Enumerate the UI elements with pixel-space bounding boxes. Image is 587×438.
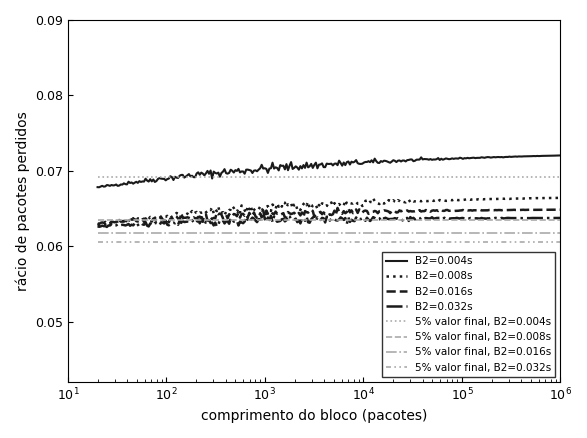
B2=0.032s	[373, 217, 380, 222]
B2=0.004s	[96, 185, 103, 190]
B2=0.032s	[380, 216, 387, 221]
B2=0.004s	[557, 153, 564, 158]
B2=0.032s	[285, 213, 292, 218]
B2=0.008s	[484, 196, 491, 201]
B2=0.032s	[96, 224, 103, 230]
B2=0.004s	[379, 159, 386, 164]
B2=0.004s	[94, 184, 101, 190]
B2=0.008s	[377, 199, 384, 205]
B2=0.004s	[97, 184, 104, 189]
B2=0.016s	[97, 220, 104, 226]
B2=0.008s	[370, 196, 377, 201]
B2=0.004s	[515, 154, 522, 159]
B2=0.008s	[557, 195, 564, 201]
B2=0.016s	[334, 205, 341, 211]
B2=0.008s	[94, 223, 101, 228]
Legend: B2=0.004s, B2=0.008s, B2=0.016s, B2=0.032s, 5% valor final, B2=0.004s, 5% valor : B2=0.004s, B2=0.008s, B2=0.016s, B2=0.03…	[382, 252, 555, 377]
Line: B2=0.004s: B2=0.004s	[97, 155, 561, 187]
B2=0.016s	[380, 208, 387, 213]
B2=0.032s	[517, 215, 524, 221]
Line: B2=0.016s: B2=0.016s	[97, 208, 561, 224]
B2=0.004s	[486, 155, 493, 160]
B2=0.008s	[96, 223, 103, 228]
B2=0.008s	[514, 196, 521, 201]
B2=0.032s	[103, 224, 110, 230]
B2=0.016s	[371, 208, 378, 214]
Line: B2=0.008s: B2=0.008s	[97, 198, 561, 226]
B2=0.032s	[487, 215, 494, 221]
B2=0.016s	[373, 209, 380, 214]
Line: B2=0.032s: B2=0.032s	[97, 215, 561, 227]
B2=0.004s	[370, 160, 377, 165]
B2=0.032s	[557, 215, 564, 221]
B2=0.016s	[557, 207, 564, 212]
B2=0.004s	[371, 156, 378, 161]
B2=0.016s	[96, 221, 103, 226]
B2=0.016s	[487, 207, 494, 212]
Y-axis label: rácio de pacotes perdidos: rácio de pacotes perdidos	[15, 111, 29, 291]
B2=0.032s	[371, 215, 378, 221]
B2=0.032s	[94, 224, 101, 229]
X-axis label: comprimento do bloco (pacotes): comprimento do bloco (pacotes)	[201, 409, 427, 423]
B2=0.008s	[368, 199, 375, 205]
B2=0.016s	[517, 207, 524, 212]
B2=0.016s	[94, 221, 101, 226]
